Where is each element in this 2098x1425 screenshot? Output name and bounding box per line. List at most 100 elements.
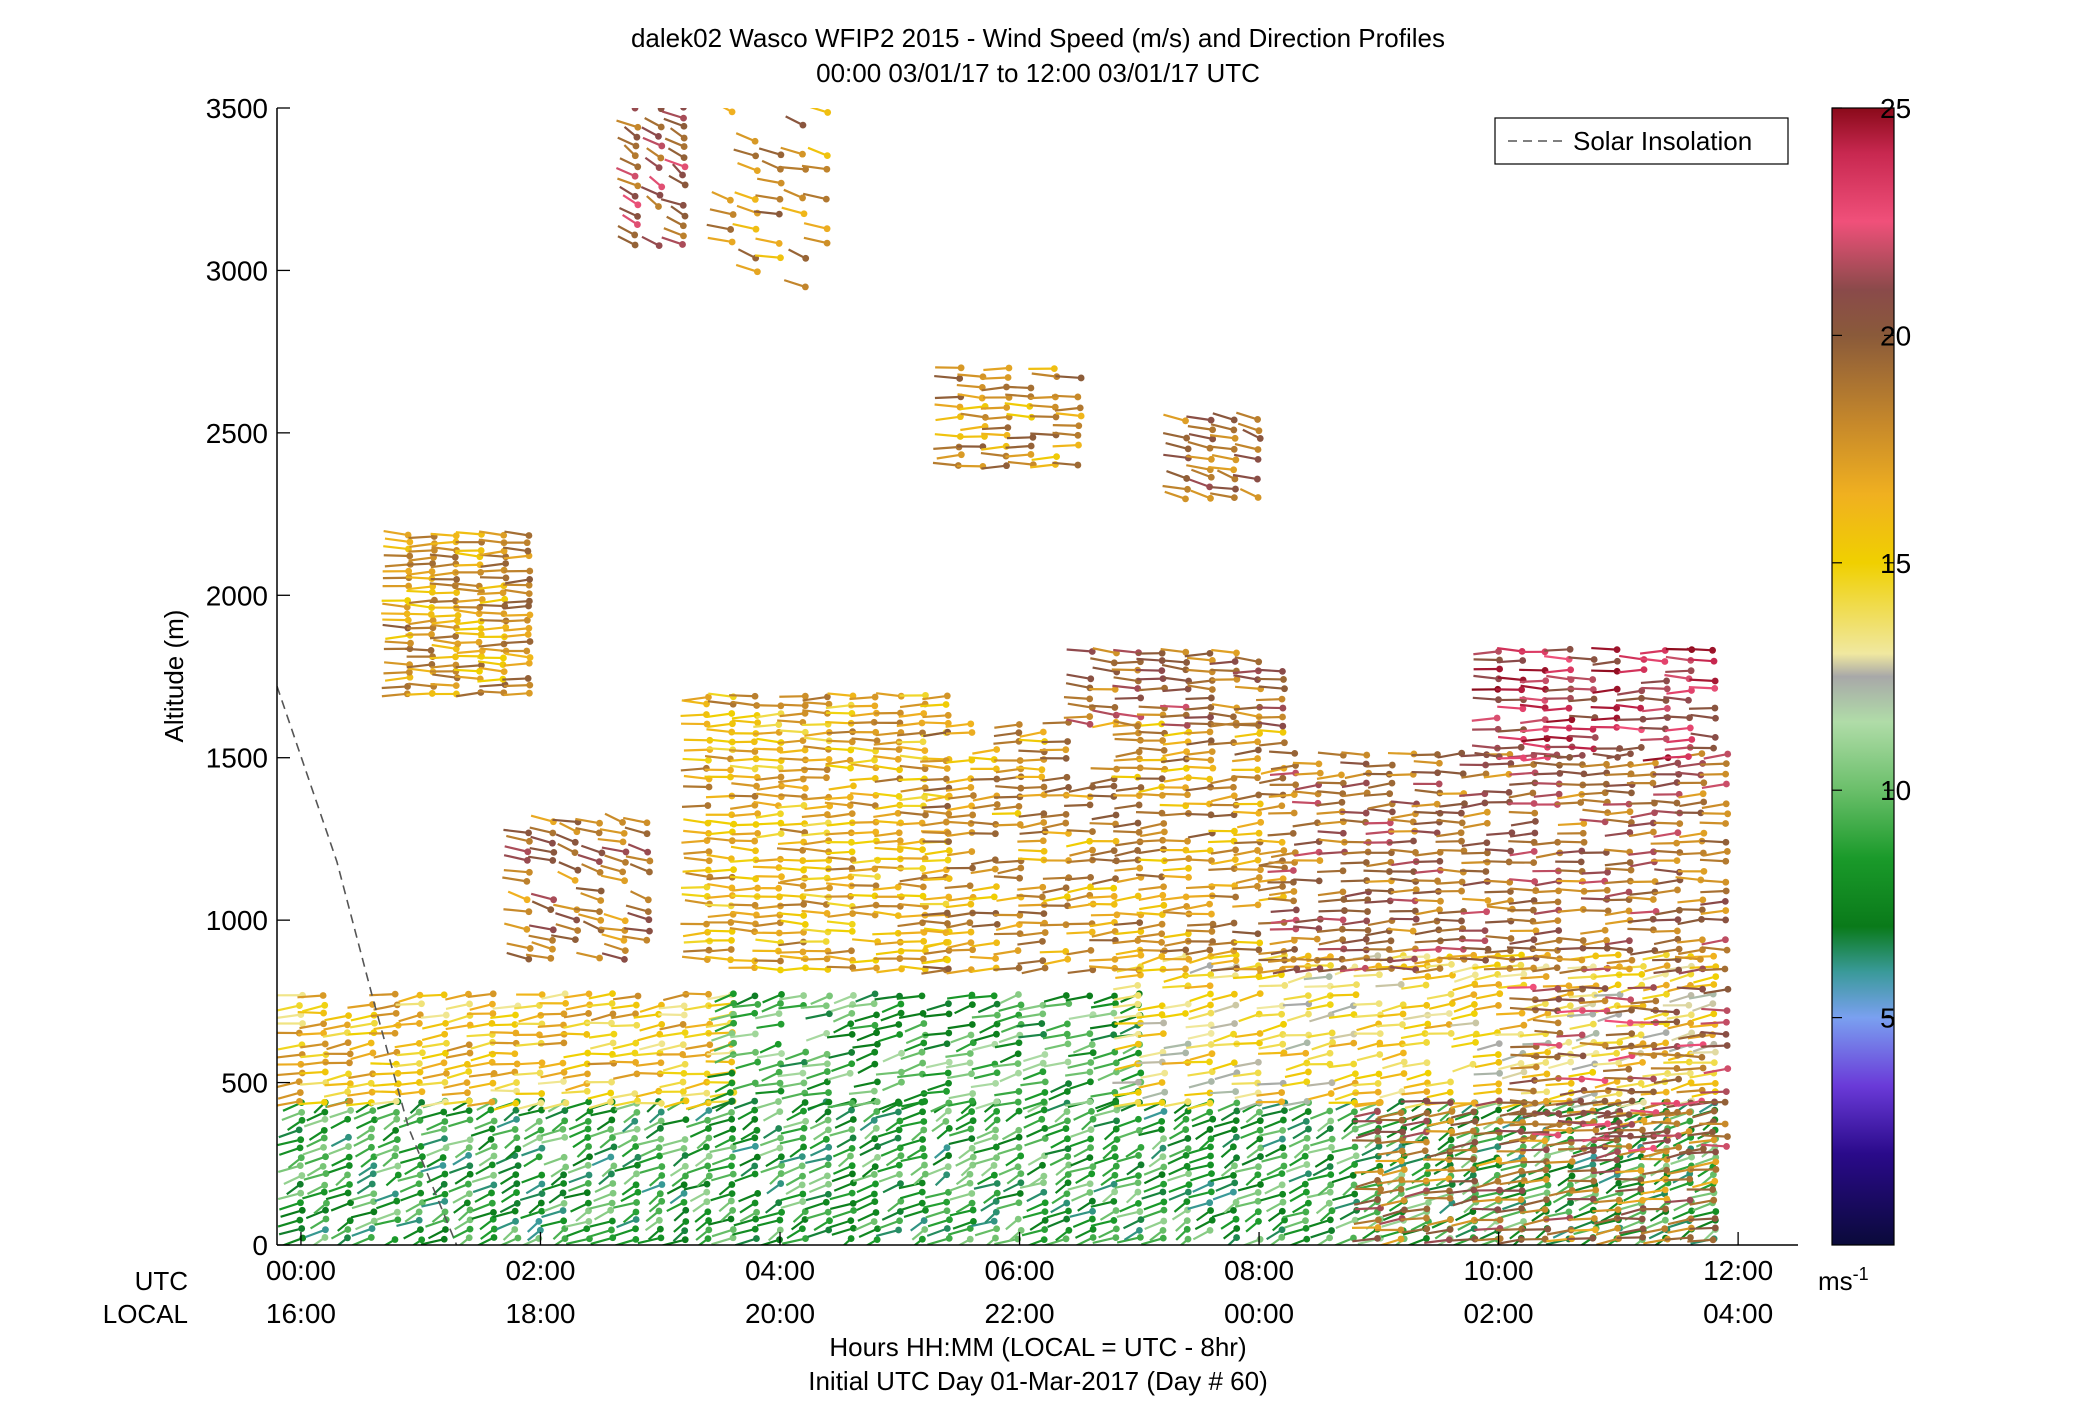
wind-barb-stem bbox=[1608, 1054, 1633, 1062]
wind-barb-stem bbox=[518, 1014, 542, 1023]
wind-barb-stem bbox=[875, 1110, 899, 1119]
wind-barb-point bbox=[1063, 1088, 1071, 1095]
wind-barb-point bbox=[825, 1126, 832, 1134]
wind-barb-point bbox=[632, 1181, 640, 1189]
wind-barb-stem bbox=[783, 1120, 806, 1129]
wind-barb-point bbox=[681, 1152, 689, 1159]
wind-barb-stem bbox=[1136, 1060, 1163, 1065]
wind-barb-point bbox=[897, 1000, 905, 1008]
wind-barb-stem bbox=[1167, 1172, 1189, 1182]
wind-barb-point bbox=[524, 547, 532, 555]
wind-barb-point bbox=[1662, 1029, 1670, 1036]
wind-barb-point bbox=[346, 1097, 354, 1105]
wind-barb-point bbox=[1661, 1216, 1669, 1224]
wind-barb-point bbox=[1448, 1181, 1456, 1188]
wind-barb-stem bbox=[1376, 1042, 1403, 1048]
wind-barb-point bbox=[321, 1108, 329, 1116]
wind-barb-stem bbox=[1210, 954, 1237, 959]
wind-barb-stem bbox=[299, 1022, 324, 1030]
wind-barb-stem bbox=[922, 858, 949, 863]
wind-barb-point bbox=[1470, 1001, 1478, 1008]
wind-barb-point bbox=[798, 1153, 806, 1161]
wind-barb-point bbox=[1063, 1108, 1071, 1115]
wind-barb-stem bbox=[614, 1102, 638, 1111]
wind-barb-stem bbox=[969, 911, 996, 915]
wind-barb-point bbox=[1374, 1234, 1381, 1242]
wind-barb-point bbox=[1301, 1152, 1309, 1160]
wind-barb-stem bbox=[923, 877, 950, 881]
wind-barb-point bbox=[1281, 1216, 1288, 1224]
wind-barb-point bbox=[1039, 1161, 1046, 1169]
wind-barb-stem bbox=[875, 1071, 902, 1076]
wind-barb-stem bbox=[1663, 1178, 1690, 1182]
wind-barb-stem bbox=[1474, 1061, 1500, 1069]
wind-barb-point bbox=[560, 1039, 568, 1047]
wind-barb-point bbox=[1089, 1207, 1096, 1215]
wind-barb-stem bbox=[874, 764, 900, 771]
wind-barb-stem bbox=[506, 942, 531, 950]
wind-barb-stem bbox=[969, 955, 996, 960]
wind-barb-stem bbox=[1670, 1081, 1692, 1092]
wind-barb-point bbox=[1377, 1168, 1384, 1175]
wind-barb-stem bbox=[302, 1191, 325, 1200]
wind-barb-stem bbox=[1571, 1149, 1594, 1159]
wind-barb-stem bbox=[627, 843, 649, 854]
wind-barb-point bbox=[538, 1059, 546, 1067]
wind-barb-point bbox=[511, 1226, 519, 1233]
wind-barb-stem bbox=[827, 812, 853, 819]
wind-barb-stem bbox=[801, 1062, 828, 1068]
wind-barb-stem bbox=[1495, 1129, 1522, 1133]
wind-barb-point bbox=[571, 876, 579, 884]
wind-barb-stem bbox=[826, 821, 853, 827]
wind-barb-stem bbox=[898, 777, 925, 781]
wind-barb-stem bbox=[901, 1100, 925, 1108]
wind-barb-point bbox=[1040, 847, 1048, 855]
wind-barb-point bbox=[298, 1206, 306, 1214]
wind-barb-point bbox=[919, 1009, 927, 1017]
wind-barb-stem bbox=[993, 795, 1020, 799]
wind-barb-stem bbox=[1117, 1052, 1139, 1062]
wind-barb-point bbox=[1496, 1069, 1503, 1077]
wind-barb-point bbox=[681, 1136, 689, 1143]
wind-barb-point bbox=[1137, 1216, 1145, 1223]
wind-barb-stem bbox=[1548, 1189, 1573, 1197]
wind-barb-stem bbox=[730, 919, 756, 925]
wind-barb-stem bbox=[528, 924, 554, 931]
wind-barb-stem bbox=[1096, 1102, 1117, 1113]
wind-barb-stem bbox=[1595, 1218, 1619, 1227]
wind-barb-point bbox=[751, 992, 759, 1000]
wind-barb-point bbox=[1232, 1215, 1240, 1223]
wind-barb-stem bbox=[578, 913, 602, 922]
wind-barb-stem bbox=[326, 1100, 351, 1108]
wind-barb-stem bbox=[577, 853, 600, 863]
wind-barb-stem bbox=[728, 794, 755, 798]
wind-barb-point bbox=[655, 1207, 663, 1215]
wind-barb-point bbox=[1110, 1009, 1118, 1017]
wind-barb-stem bbox=[1375, 983, 1402, 988]
wind-barb-stem bbox=[1666, 1168, 1691, 1176]
wind-barb-stem bbox=[299, 1070, 326, 1075]
wind-barb-stem bbox=[968, 895, 995, 901]
wind-barb-stem bbox=[503, 854, 528, 862]
wind-barb-stem bbox=[706, 1051, 733, 1056]
wind-barb-stem bbox=[756, 792, 782, 798]
wind-barb-point bbox=[993, 1069, 1001, 1077]
wind-barb-point bbox=[1134, 1000, 1142, 1008]
wind-barb-point bbox=[1327, 1090, 1335, 1097]
wind-barb-point bbox=[1015, 1039, 1023, 1047]
wind-barb-stem bbox=[1113, 1091, 1139, 1097]
wind-barb-point bbox=[370, 1208, 378, 1216]
wind-barb-stem bbox=[923, 949, 950, 955]
wind-barb-stem bbox=[588, 992, 613, 1000]
wind-barb-point bbox=[1280, 1152, 1288, 1160]
wind-barb-stem bbox=[1546, 1160, 1573, 1164]
wind-barb-point bbox=[945, 1079, 952, 1087]
wind-barb-point bbox=[1662, 951, 1670, 959]
wind-barb-point bbox=[452, 632, 459, 640]
wind-barb-point bbox=[322, 1170, 330, 1177]
wind-barb-point bbox=[1136, 1226, 1143, 1234]
wind-barb-point bbox=[344, 1088, 352, 1096]
wind-barb-stem bbox=[1676, 986, 1703, 991]
wind-barb-stem bbox=[1404, 1189, 1427, 1199]
wind-barb-stem bbox=[853, 1080, 878, 1088]
